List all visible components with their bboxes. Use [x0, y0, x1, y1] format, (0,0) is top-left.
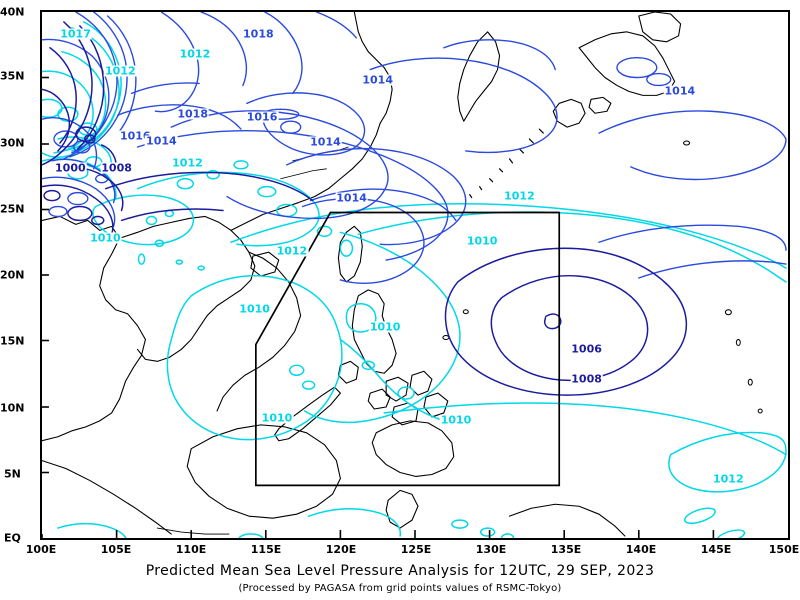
y-tick-label: 15N [0, 334, 25, 348]
x-tick-label: 145E [700, 543, 732, 556]
contour-label: 1016 [245, 110, 279, 124]
contour-label: 1014 [335, 191, 368, 205]
contour-label: 1012 [104, 64, 137, 78]
contours-blue [42, 12, 787, 284]
contour-label: 1010 [89, 231, 122, 245]
contour-label: 1012 [712, 472, 745, 486]
contour-label: 1017 [59, 27, 92, 41]
contour-label: 1012 [503, 189, 536, 203]
y-tick-label: 20N [0, 268, 25, 282]
x-tick-label: 150E [768, 543, 800, 556]
y-tick-label: 5N [4, 467, 21, 481]
y-tick-label: EQ [4, 531, 21, 545]
x-tick-label: 130E [475, 543, 507, 556]
contour-label: 1014 [361, 73, 394, 87]
contour-label: 1010 [260, 411, 294, 425]
contour-label: 1008 [570, 372, 603, 386]
contour-label: 1000 [54, 161, 87, 175]
contour-label: 1010 [465, 234, 499, 248]
x-tick-label: 105E [100, 543, 132, 556]
contour-label: 1012 [171, 156, 204, 170]
map-canvas [42, 12, 787, 538]
x-tick-label: 140E [625, 543, 657, 556]
contour-label: 1006 [570, 342, 603, 356]
contour-label: 1012 [178, 47, 212, 61]
x-tick-label: 110E [175, 543, 207, 556]
contour-label: 1014 [309, 135, 342, 149]
par-boundary [255, 211, 561, 487]
contour-label: 1010 [238, 302, 271, 316]
contour-label: 1018 [176, 107, 209, 121]
contour-label: 1010 [368, 320, 402, 334]
contours-cyan [42, 21, 787, 538]
y-tick-label: 10N [0, 401, 25, 415]
x-tick-label: 120E [325, 543, 357, 556]
contour-label: 1018 [242, 27, 275, 41]
contour-label: 1014 [145, 134, 178, 148]
chart-subtitle: (Processed by PAGASA from grid points va… [238, 583, 562, 594]
x-tick-label: 115E [250, 543, 282, 556]
axis-ticks [42, 76, 715, 538]
y-tick-label: 25N [0, 202, 25, 216]
y-tick-label: 40N [0, 5, 25, 19]
x-tick-label: 125E [400, 543, 432, 556]
map-frame: 1017 1018 1012 1014 1014 1018 1016 1012 … [40, 10, 790, 540]
y-tick-label: 35N [0, 69, 25, 83]
contour-label: 1014 [663, 84, 697, 98]
chart-title: Predicted Mean Sea Level Pressure Analys… [145, 563, 655, 579]
x-tick-label: 100E [25, 543, 57, 556]
contour-label: 1012 [275, 244, 309, 258]
contour-label: 1008 [100, 161, 133, 175]
contour-label: 1016 [118, 129, 152, 143]
contour-label: 1010 [439, 413, 473, 427]
y-tick-label: 30N [0, 136, 25, 150]
x-tick-label: 135E [550, 543, 582, 556]
contours-navy [42, 21, 688, 396]
